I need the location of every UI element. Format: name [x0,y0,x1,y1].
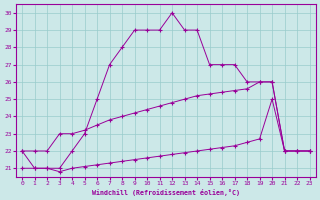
X-axis label: Windchill (Refroidissement éolien,°C): Windchill (Refroidissement éolien,°C) [92,189,240,196]
